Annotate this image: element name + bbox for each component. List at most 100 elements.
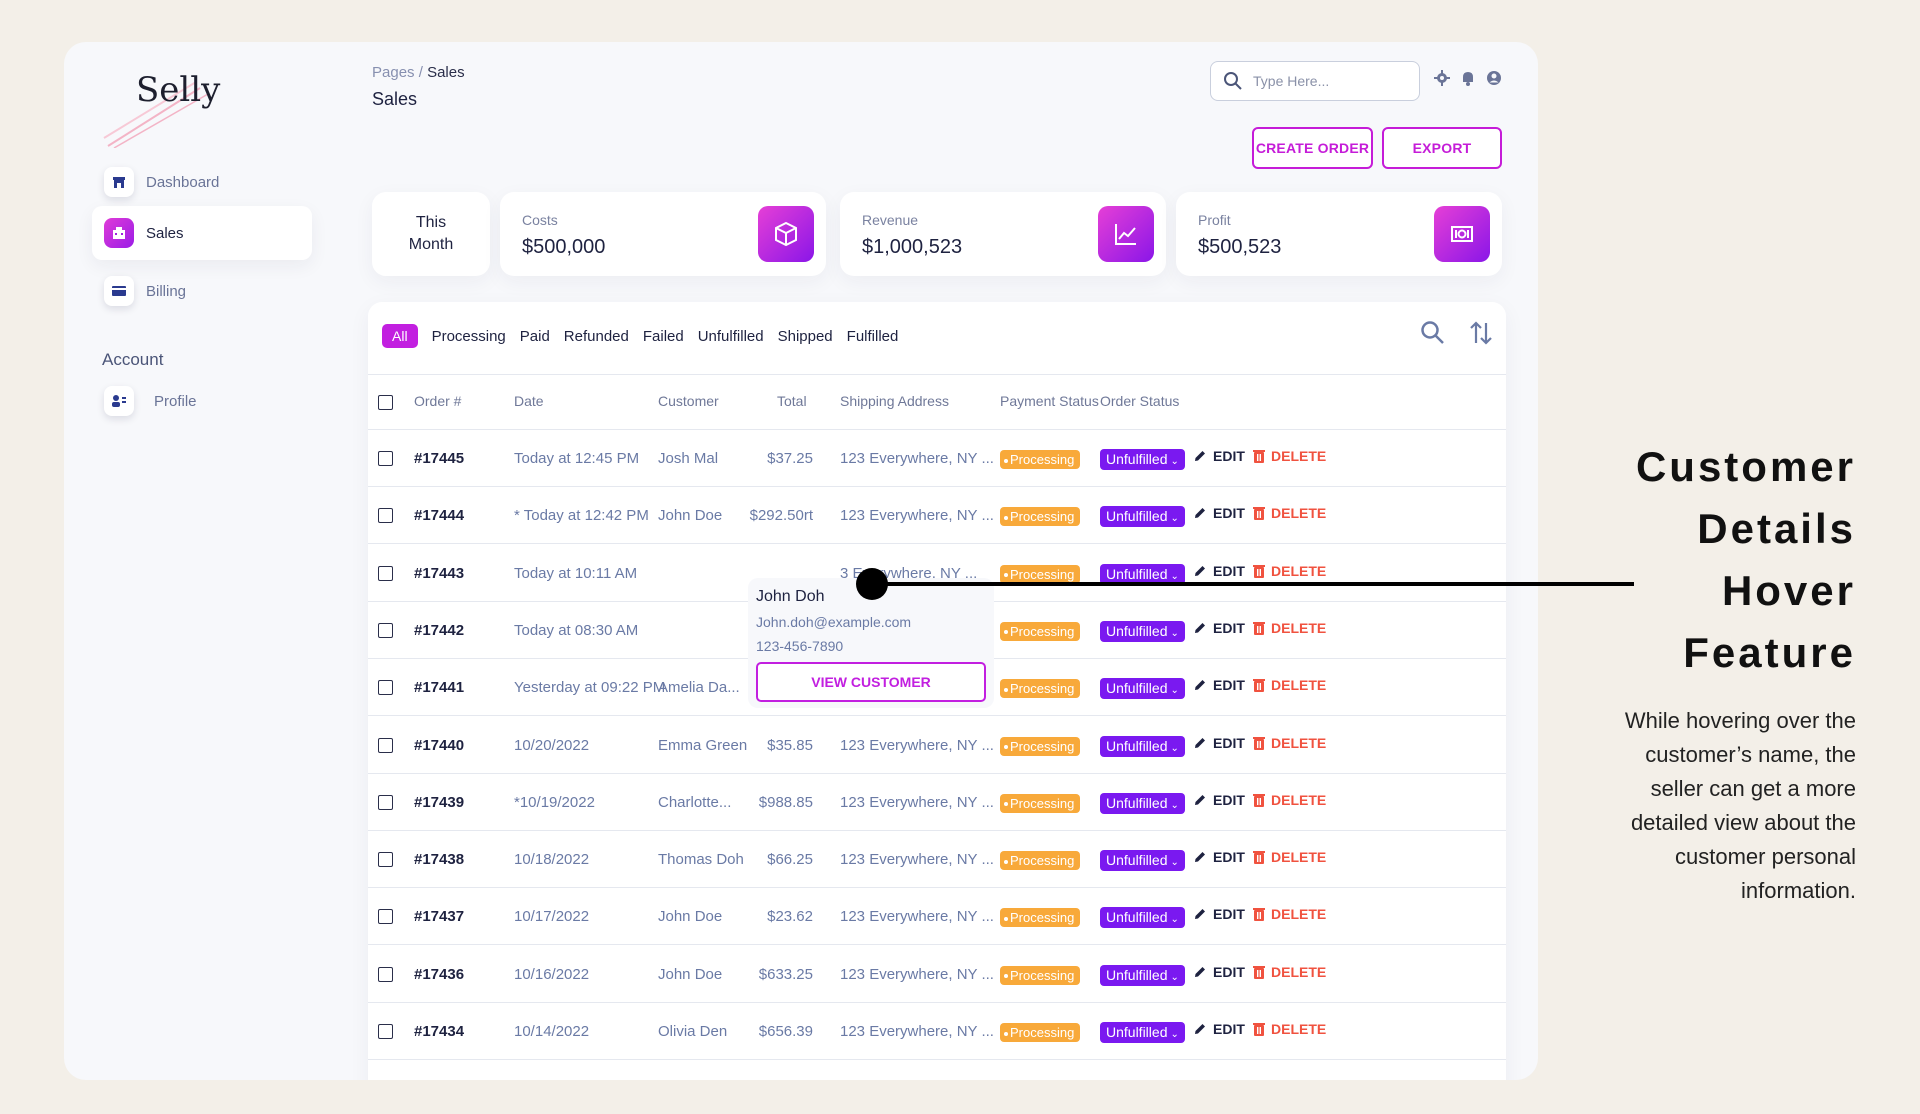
table-row[interactable]: #17439 *10/19/2022 Charlotte... $988.85 123 …	[368, 774, 1506, 831]
order-status-dropdown[interactable]: Unfulfilled ⌄	[1100, 563, 1185, 585]
order-status-dropdown[interactable]: Unfulfilled ⌄	[1100, 506, 1185, 528]
col-total[interactable]: Total	[777, 393, 807, 409]
order-status-dropdown[interactable]: Unfulfilled ⌄	[1100, 850, 1185, 872]
user-icon[interactable]	[1486, 70, 1502, 86]
sort-icon[interactable]	[1468, 320, 1494, 346]
row-checkbox[interactable]	[378, 737, 393, 753]
sidebar-item-dashboard[interactable]: Dashboard	[92, 158, 312, 206]
col-order[interactable]: Order #	[414, 393, 462, 409]
order-number[interactable]: #17445	[414, 450, 465, 467]
search-box[interactable]	[1210, 61, 1420, 101]
customer-name-cell[interactable]: Thomas Doh	[658, 851, 744, 869]
edit-button[interactable]: EDIT	[1193, 620, 1245, 636]
table-row[interactable]: #17438 10/18/2022 Thomas Doh $66.25 123 Ever…	[368, 831, 1506, 889]
delete-button[interactable]: DELETE	[1253, 677, 1326, 693]
delete-button[interactable]: DELETE	[1253, 964, 1326, 980]
order-number[interactable]: #17440	[414, 736, 465, 754]
delete-button[interactable]: DELETE	[1253, 735, 1326, 751]
delete-button[interactable]: DELETE	[1253, 849, 1326, 865]
gear-icon[interactable]	[1434, 70, 1450, 86]
edit-button[interactable]: EDIT	[1193, 677, 1245, 693]
delete-button[interactable]: DELETE	[1253, 563, 1326, 579]
table-row[interactable]: #17445 Today at 12:45 PM Josh Mal $37.25 123…	[368, 430, 1506, 487]
edit-button[interactable]: EDIT	[1193, 1021, 1245, 1037]
customer-name-cell[interactable]: John Doe	[658, 965, 723, 983]
sidebar-item-sales[interactable]: Sales	[92, 206, 312, 260]
order-number[interactable]: #17437	[414, 908, 465, 926]
order-status-dropdown[interactable]: Unfulfilled ⌄	[1100, 964, 1185, 986]
delete-button[interactable]: DELETE	[1253, 505, 1326, 521]
order-number[interactable]: #17442	[414, 621, 465, 639]
edit-button[interactable]: EDIT	[1193, 964, 1245, 980]
delete-button[interactable]: DELETE	[1253, 792, 1326, 808]
edit-button[interactable]: EDIT	[1193, 792, 1245, 808]
export-button[interactable]: EXPORT	[1382, 127, 1502, 169]
filter-all[interactable]: All	[382, 324, 418, 348]
order-number[interactable]: #17439	[414, 793, 465, 811]
order-number[interactable]: #17438	[414, 851, 465, 869]
customer-name-cell[interactable]: Amelia Da...	[658, 679, 740, 697]
row-checkbox[interactable]	[378, 794, 393, 810]
search-input[interactable]	[1253, 73, 1403, 89]
order-status-dropdown[interactable]: Unfulfilled ⌄	[1100, 449, 1185, 470]
filter-shipped[interactable]: Shipped	[777, 327, 833, 345]
sidebar-item-profile[interactable]: Profile	[104, 386, 197, 416]
edit-button[interactable]: EDIT	[1193, 906, 1245, 922]
order-status-dropdown[interactable]: Unfulfilled ⌄	[1100, 678, 1185, 700]
sidebar-item-billing[interactable]: Billing	[92, 264, 312, 318]
order-status-dropdown[interactable]: Unfulfilled ⌄	[1100, 735, 1185, 757]
col-customer[interactable]: Customer	[658, 393, 719, 409]
row-checkbox[interactable]	[378, 622, 393, 638]
order-number[interactable]: #17444	[414, 507, 465, 525]
edit-button[interactable]: EDIT	[1193, 505, 1245, 521]
edit-button[interactable]: EDIT	[1193, 448, 1245, 464]
filter-unfulfilled[interactable]: Unfulfilled	[697, 327, 764, 345]
bell-icon[interactable]	[1460, 70, 1476, 86]
delete-button[interactable]: DELETE	[1253, 448, 1326, 464]
col-payment-status[interactable]: Payment Status	[1000, 393, 1099, 409]
edit-button[interactable]: EDIT	[1193, 735, 1245, 751]
order-status-dropdown[interactable]: Unfulfilled ⌄	[1100, 1022, 1185, 1043]
col-shipping-address[interactable]: Shipping Address	[840, 393, 949, 409]
view-customer-button[interactable]: VIEW CUSTOMER	[756, 662, 986, 702]
customer-name-cell[interactable]: John Doe	[658, 908, 723, 926]
col-date[interactable]: Date	[514, 393, 544, 409]
order-status-dropdown[interactable]: Unfulfilled ⌄	[1100, 792, 1185, 814]
filter-paid[interactable]: Paid	[519, 327, 550, 345]
customer-email[interactable]: John.doh@example.com	[756, 614, 912, 630]
order-number[interactable]: #17434	[414, 1023, 465, 1040]
row-checkbox[interactable]	[378, 966, 393, 982]
filter-fulfilled[interactable]: Fulfilled	[846, 327, 899, 345]
customer-name-cell[interactable]: John Doe	[658, 507, 723, 525]
row-checkbox[interactable]	[378, 909, 393, 925]
delete-button[interactable]: DELETE	[1253, 906, 1326, 922]
order-number[interactable]: #17436	[414, 965, 465, 983]
row-checkbox[interactable]	[378, 852, 393, 868]
filter-failed[interactable]: Failed	[642, 327, 684, 345]
order-status-dropdown[interactable]: Unfulfilled ⌄	[1100, 620, 1185, 642]
customer-name-cell[interactable]: Charlotte...	[658, 793, 732, 811]
table-row[interactable]: #17434 10/14/2022 Olivia Den $656.39 123 Eve…	[368, 1003, 1506, 1060]
customer-name-cell[interactable]: Emma Green	[658, 736, 748, 754]
search-icon[interactable]	[1420, 320, 1446, 346]
table-row[interactable]: #17436 10/16/2022 John Doe $633.25 123 Every…	[368, 946, 1506, 1003]
row-checkbox[interactable]	[378, 1024, 393, 1039]
table-row[interactable]: #17440 10/20/2022 Emma Green $35.85 123 Ever…	[368, 717, 1506, 774]
customer-name-cell[interactable]: Josh Mal	[658, 450, 719, 467]
row-checkbox[interactable]	[378, 680, 393, 696]
table-row[interactable]: #17444 * Today at 12:42 PM John Doe $292.50…	[368, 487, 1506, 545]
row-checkbox[interactable]	[378, 565, 393, 581]
select-all-checkbox[interactable]	[378, 395, 393, 410]
edit-button[interactable]: EDIT	[1193, 563, 1245, 579]
order-number[interactable]: #17441	[414, 679, 465, 697]
row-checkbox[interactable]	[378, 508, 393, 524]
edit-button[interactable]: EDIT	[1193, 849, 1245, 865]
filter-processing[interactable]: Processing	[431, 327, 506, 345]
delete-button[interactable]: DELETE	[1253, 1021, 1326, 1037]
table-row[interactable]: #17437 10/17/2022 John Doe $23.62 123 Everyw…	[368, 888, 1506, 946]
create-order-button[interactable]: CREATE ORDER	[1252, 127, 1373, 169]
row-checkbox[interactable]	[378, 451, 393, 466]
col-order-status[interactable]: Order Status	[1100, 393, 1180, 409]
filter-refunded[interactable]: Refunded	[563, 327, 629, 345]
